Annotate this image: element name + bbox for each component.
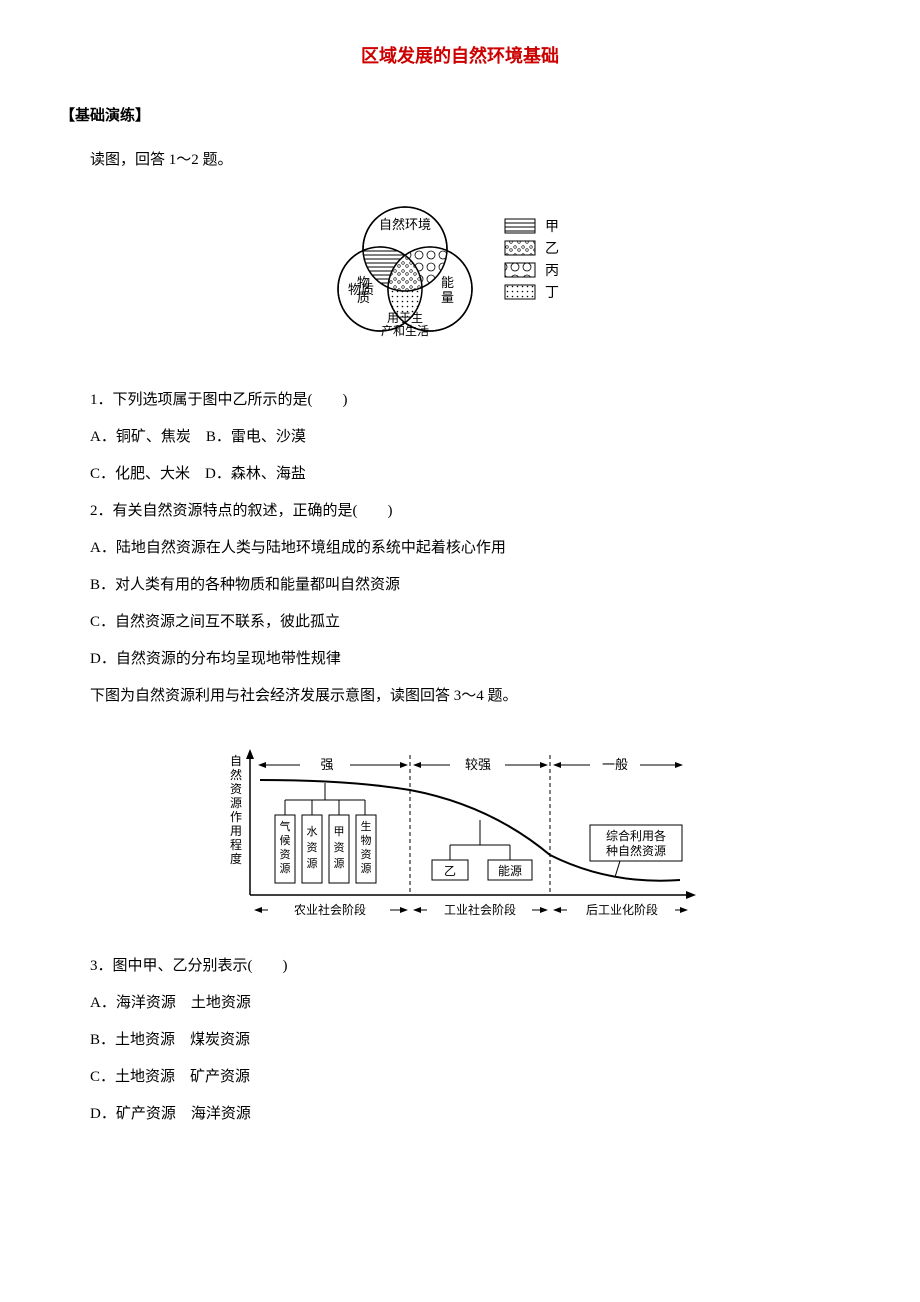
- svg-text:度: 度: [230, 851, 242, 866]
- svg-text:用于生: 用于生: [387, 311, 423, 325]
- page-title: 区域发展的自然环境基础: [60, 40, 860, 72]
- q1-options-line1: A．铜矿、焦炭 B．雷电、沙漠: [60, 424, 860, 451]
- q3-option-c: C．土地资源 矿产资源: [60, 1064, 860, 1091]
- q2-option-a: A．陆地自然资源在人类与陆地环境组成的系统中起着核心作用: [60, 535, 860, 562]
- q2-option-c: C．自然资源之间互不联系，彼此孤立: [60, 609, 860, 636]
- svg-text:资: 资: [334, 841, 345, 854]
- svg-text:自: 自: [230, 754, 242, 768]
- svg-text:程: 程: [230, 837, 242, 852]
- q3-option-a: A．海洋资源 土地资源: [60, 990, 860, 1017]
- svg-text:源: 源: [334, 856, 345, 870]
- svg-text:水: 水: [307, 825, 318, 838]
- svg-text:乙: 乙: [444, 864, 456, 878]
- svg-text:资: 资: [307, 841, 318, 854]
- svg-text:丙: 丙: [545, 264, 559, 279]
- curve-diagram: 自 然 资 源 作 用 程 度 强 较强 一般: [60, 725, 860, 935]
- svg-text:甲: 甲: [334, 826, 345, 838]
- svg-text:乙: 乙: [545, 241, 559, 257]
- svg-text:后工业化阶段: 后工业化阶段: [586, 902, 658, 917]
- svg-text:资: 资: [361, 848, 372, 861]
- instruction-1: 读图，回答 1～2 题。: [60, 147, 860, 174]
- question-1: 1．下列选项属于图中乙所示的是( ): [60, 387, 860, 414]
- svg-text:作: 作: [230, 810, 242, 824]
- svg-text:质: 质: [357, 290, 370, 305]
- svg-text:生: 生: [361, 819, 372, 833]
- svg-text:源: 源: [230, 796, 242, 810]
- svg-text:较强: 较强: [465, 757, 491, 772]
- svg-text:源: 源: [361, 861, 372, 875]
- svg-text:一般: 一般: [602, 757, 628, 772]
- svg-text:综合利用各: 综合利用各: [606, 828, 666, 843]
- venn-diagram: 自然环境 物质 物 质 能 量 用于生 产和生活 甲 乙 丙 丁: [60, 189, 860, 369]
- section-header: 【基础演练】: [60, 102, 860, 129]
- venn-label-top: 自然环境: [379, 217, 431, 232]
- svg-text:产和生活: 产和生活: [381, 324, 429, 338]
- svg-text:资: 资: [280, 848, 291, 861]
- svg-text:量: 量: [441, 290, 454, 305]
- q1-options-line2: C．化肥、大米 D．森林、海盐: [60, 461, 860, 488]
- svg-text:源: 源: [280, 861, 291, 875]
- svg-text:源: 源: [307, 856, 318, 870]
- svg-text:甲: 甲: [545, 220, 559, 235]
- svg-text:物: 物: [357, 275, 370, 290]
- svg-text:候: 候: [280, 833, 291, 847]
- instruction-2: 下图为自然资源利用与社会经济发展示意图，读图回答 3～4 题。: [60, 683, 860, 710]
- svg-text:能源: 能源: [498, 864, 522, 878]
- q2-option-d: D．自然资源的分布均呈现地带性规律: [60, 646, 860, 673]
- svg-text:工业社会阶段: 工业社会阶段: [444, 902, 516, 917]
- svg-text:资: 资: [230, 782, 242, 796]
- svg-text:然: 然: [230, 767, 242, 782]
- q2-option-b: B．对人类有用的各种物质和能量都叫自然资源: [60, 572, 860, 599]
- question-2: 2．有关自然资源特点的叙述，正确的是( ): [60, 498, 860, 525]
- svg-text:种自然资源: 种自然资源: [606, 843, 666, 858]
- svg-text:强: 强: [320, 757, 333, 772]
- svg-text:能: 能: [441, 275, 454, 290]
- svg-text:物: 物: [361, 833, 372, 847]
- svg-text:气: 气: [280, 819, 291, 833]
- q3-option-d: D．矿产资源 海洋资源: [60, 1101, 860, 1128]
- svg-text:丁: 丁: [545, 286, 559, 301]
- svg-text:农业社会阶段: 农业社会阶段: [294, 902, 366, 917]
- q3-option-b: B．土地资源 煤炭资源: [60, 1027, 860, 1054]
- question-3: 3．图中甲、乙分别表示( ): [60, 953, 860, 980]
- svg-text:用: 用: [230, 824, 242, 838]
